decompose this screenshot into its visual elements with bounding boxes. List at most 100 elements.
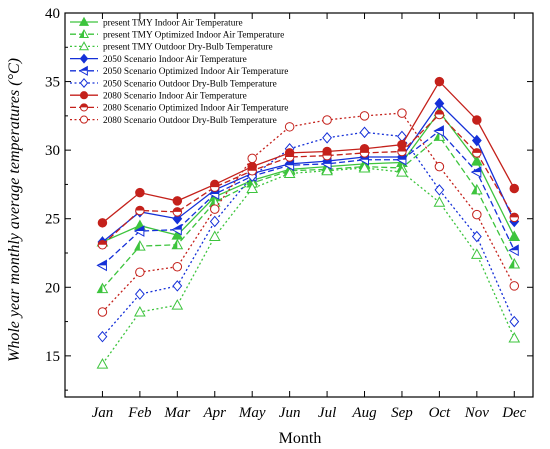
- series-9-point-feb: [135, 267, 145, 277]
- series-5-point-oct: [433, 125, 444, 137]
- x-tick-label: Jan: [92, 405, 114, 421]
- series-8-point-aug-fill: [360, 148, 369, 153]
- series-5-point-nov: [470, 166, 482, 178]
- series-8-point-nov: [472, 148, 482, 158]
- series-3: [96, 161, 521, 369]
- legend-marker-5-fill: [79, 66, 88, 71]
- series-2-point-mar: [171, 238, 184, 250]
- y-tick-label: 35: [45, 75, 60, 91]
- series-7-point-dec: [509, 183, 520, 194]
- series-8-point-nov-fill: [472, 148, 482, 153]
- series-2-point-dec-fill: [509, 258, 515, 268]
- legend-label-7: 2080 Scenario Indoor Air Temperature: [103, 92, 247, 102]
- series-2-point-feb: [134, 240, 146, 251]
- series-8-point-sep: [397, 146, 407, 157]
- series-7-point-mar: [172, 196, 183, 206]
- legend-marker-3: [78, 41, 90, 51]
- series-6-point-jan: [97, 330, 108, 343]
- series-9-point-aug: [359, 111, 370, 121]
- series-2-point-nov: [470, 183, 483, 195]
- series-8-point-jun: [284, 152, 295, 162]
- y-tick-label: 30: [45, 143, 60, 159]
- series-5-point-nov-fill: [471, 167, 481, 173]
- series-7-point-oct: [434, 76, 445, 87]
- series-8-point-apr-fill: [210, 182, 220, 188]
- series-4-point-mar: [172, 212, 183, 225]
- x-tick-label: Oct: [429, 405, 451, 421]
- series-9-point-jun: [284, 122, 295, 132]
- legend-entry-1: present TMY Indoor Air Temperature: [70, 16, 243, 28]
- legend-entry-7: 2080 Scenario Indoor Air Temperature: [70, 91, 247, 102]
- series-8-point-jul: [322, 150, 332, 161]
- series-6-point-mar: [172, 280, 183, 292]
- series-9-point-oct: [434, 161, 445, 172]
- series-3-point-jun: [283, 167, 296, 178]
- x-tick-label: May: [238, 405, 266, 421]
- series-7-point-jan: [97, 218, 108, 228]
- series-9-point-dec: [509, 281, 520, 291]
- legend-entry-2: present TMY Optimized Indoor Air Tempera…: [70, 28, 284, 41]
- series-9-point-mar: [172, 261, 183, 272]
- series-9-point-sep: [397, 108, 407, 118]
- series-9: [97, 108, 520, 317]
- legend-marker-2: [78, 28, 90, 39]
- y-tick-label: 25: [45, 212, 60, 228]
- series-5-point-jun: [283, 159, 295, 172]
- series-3-point-jan: [96, 358, 109, 369]
- series-5: [96, 125, 519, 272]
- series-8-point-may: [247, 165, 257, 176]
- series-5-point-oct-fill: [434, 125, 444, 131]
- series-8-point-jul-fill: [322, 151, 332, 156]
- series-line-7: [102, 80, 515, 224]
- series-5-point-feb: [133, 225, 145, 237]
- series-8-point-apr: [210, 182, 220, 192]
- series-6-point-jul: [322, 132, 332, 144]
- series-6-point-feb: [134, 288, 145, 300]
- series-5-point-dec-fill: [509, 245, 519, 251]
- legend-entry-6: 2050 Scenario Outdoor Dry-Bulb Temperatu…: [70, 78, 277, 89]
- series-8-point-feb-fill: [135, 206, 145, 211]
- y-tick-label: 15: [45, 349, 60, 365]
- series-3-point-feb: [134, 305, 146, 317]
- series-5-point-dec: [508, 244, 519, 257]
- series-9-point-may: [247, 153, 257, 164]
- series-3-point-aug: [358, 161, 371, 173]
- x-tick-label: Jun: [279, 405, 301, 421]
- series-5-point-jan: [96, 259, 107, 272]
- y-axis-title: Whole year monthly average temperatures …: [6, 58, 23, 362]
- series-5-point-sep: [395, 153, 407, 166]
- series-8-point-mar: [172, 207, 183, 217]
- legend-label-5: 2050 Scenario Optimized Indoor Air Tempe…: [103, 67, 288, 77]
- series-8-point-jun-fill: [285, 152, 294, 157]
- series-line-8: [102, 113, 515, 246]
- series-6-point-apr: [209, 215, 220, 228]
- series-line-5: [102, 130, 515, 266]
- series-line-2: [101, 135, 515, 290]
- series-5-point-mar: [171, 223, 182, 236]
- x-tick-label: Dec: [501, 405, 526, 421]
- series-6: [97, 126, 520, 343]
- legend-marker-8-fill: [80, 103, 88, 108]
- series-3-point-sep: [396, 166, 408, 177]
- series-1-point-nov: [470, 155, 483, 166]
- x-tick-label: Nov: [464, 405, 490, 421]
- series-6-point-dec: [509, 315, 520, 328]
- legend-entry-8: 2080 Scenario Optimized Indoor Air Tempe…: [70, 103, 288, 114]
- series-6-point-oct: [434, 184, 445, 196]
- legend-entry-9: 2080 Scenario Outdoor Dry-Bulb Temperatu…: [70, 115, 277, 126]
- x-tick-label: Sep: [391, 405, 413, 421]
- series-8-point-oct: [434, 109, 445, 120]
- series-line-1: [102, 110, 515, 243]
- series-8-point-oct-fill: [435, 110, 444, 115]
- series-8-point-dec: [509, 212, 520, 223]
- series-line-3: [101, 167, 515, 365]
- series-3-point-nov: [470, 248, 483, 259]
- series-3-point-jul: [321, 164, 333, 176]
- series-2-point-nov-fill: [471, 184, 477, 194]
- series-5-point-jan-fill: [97, 260, 107, 266]
- series-2-point-feb-fill: [134, 241, 140, 251]
- legend-label-2: present TMY Optimized Indoor Air Tempera…: [103, 31, 284, 41]
- series-9-point-jan: [97, 307, 108, 317]
- series-line-4: [102, 102, 515, 243]
